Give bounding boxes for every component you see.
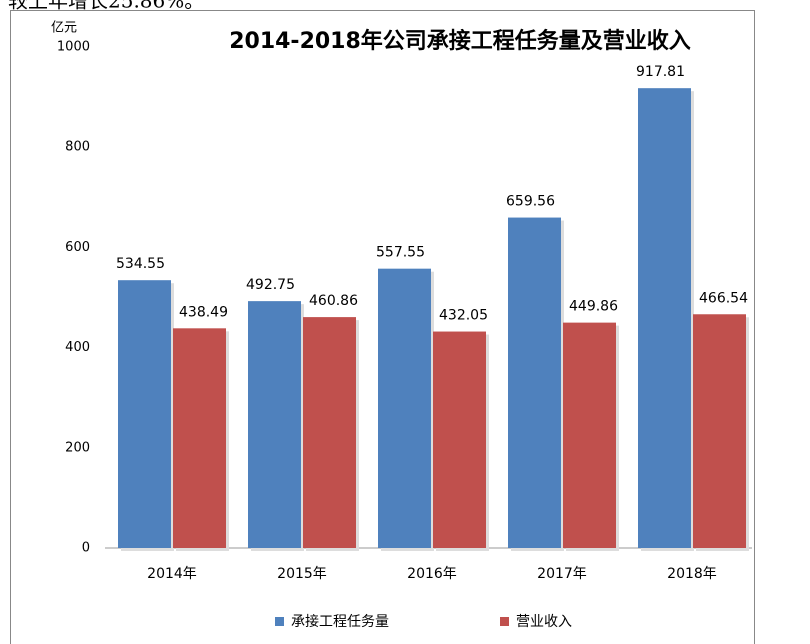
y-tick-label: 200: [65, 440, 90, 455]
x-tick-label: 2014年: [147, 566, 197, 582]
value-label: 659.56: [506, 194, 555, 210]
y-tick-label: 600: [65, 240, 90, 255]
value-label: 460.86: [309, 293, 358, 309]
bar: [248, 301, 301, 548]
bar: [433, 331, 486, 548]
caption: 较上年增长25.86%。: [8, 0, 204, 13]
x-tick-label: 2015年: [277, 566, 327, 582]
legend-swatch: [275, 617, 284, 626]
bar: [118, 280, 171, 548]
y-unit: 亿元: [51, 21, 77, 36]
value-label: 492.75: [246, 277, 295, 293]
bar: [173, 328, 226, 548]
bar: [303, 317, 356, 548]
value-label: 534.55: [116, 256, 165, 272]
x-tick-label: 2016年: [407, 566, 457, 582]
value-label: 449.86: [569, 299, 618, 315]
value-label: 917.81: [636, 64, 685, 80]
legend-label: 承接工程任务量: [291, 613, 389, 630]
value-label: 466.54: [699, 290, 748, 306]
x-tick-label: 2017年: [537, 566, 587, 582]
y-tick-label: 400: [65, 340, 90, 355]
y-tick-label: 800: [65, 140, 90, 155]
chart-title: 2014-2018年公司承接工程任务量及营业收入: [229, 28, 691, 54]
bar: [563, 322, 616, 548]
value-label: 432.05: [439, 308, 488, 324]
y-tick-label: 0: [82, 541, 90, 556]
bar: [508, 217, 561, 549]
y-tick-label: 1000: [57, 40, 90, 55]
legend-swatch: [500, 617, 509, 626]
bar: [693, 314, 746, 548]
legend-label: 营业收入: [516, 614, 572, 630]
bar: [638, 88, 691, 549]
x-tick-label: 2018年: [667, 566, 717, 582]
bar: [378, 268, 431, 548]
value-label: 557.55: [376, 245, 425, 261]
value-label: 438.49: [179, 304, 228, 320]
